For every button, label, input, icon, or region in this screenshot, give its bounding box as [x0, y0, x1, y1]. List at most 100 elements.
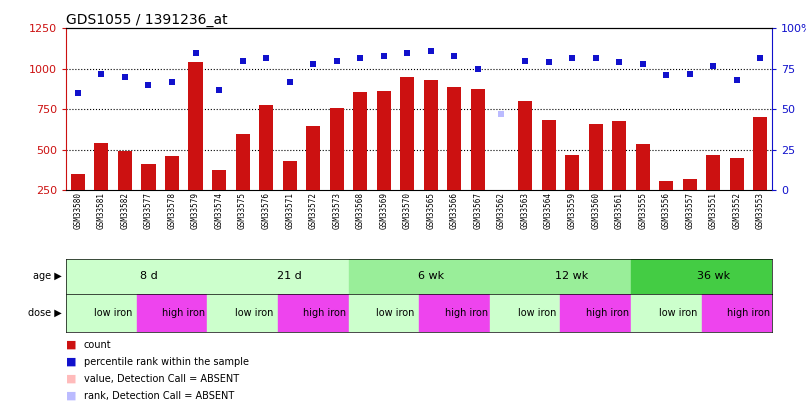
Text: low iron: low iron	[94, 308, 132, 318]
Text: percentile rank within the sample: percentile rank within the sample	[84, 357, 249, 367]
Bar	[71, 174, 85, 190]
Text: 8 d: 8 d	[139, 271, 157, 281]
Text: age ▶: age ▶	[33, 271, 62, 281]
Text: GSM33574: GSM33574	[214, 192, 223, 229]
Text: GSM33579: GSM33579	[191, 192, 200, 229]
Bar	[376, 91, 391, 190]
Point	[330, 58, 343, 64]
Point	[542, 59, 555, 66]
Bar	[348, 259, 490, 294]
Point	[683, 70, 696, 77]
Point	[95, 70, 108, 77]
Point	[425, 48, 438, 54]
Text: high iron: high iron	[162, 308, 206, 318]
Bar	[306, 126, 320, 190]
Bar	[330, 108, 344, 190]
Text: GSM33564: GSM33564	[544, 192, 553, 229]
Point	[636, 61, 649, 67]
Text: GSM33572: GSM33572	[309, 192, 318, 229]
Text: GSM33575: GSM33575	[238, 192, 247, 229]
Text: GSM33569: GSM33569	[380, 192, 388, 229]
Point	[707, 62, 720, 69]
Bar	[207, 294, 278, 332]
Bar	[66, 259, 207, 294]
Bar	[729, 158, 744, 190]
Bar	[94, 143, 109, 190]
Point	[401, 49, 413, 56]
Text: GSM33576: GSM33576	[262, 192, 271, 229]
Text: count: count	[84, 340, 111, 350]
Bar	[419, 294, 490, 332]
Text: GSM33578: GSM33578	[168, 192, 177, 229]
Point	[730, 77, 743, 83]
Point	[142, 82, 155, 88]
Text: GSM33552: GSM33552	[733, 192, 742, 229]
Point	[660, 72, 673, 79]
Point	[589, 54, 602, 61]
Point	[754, 54, 767, 61]
Bar	[165, 156, 179, 190]
Point	[260, 54, 272, 61]
Bar	[447, 87, 462, 190]
Bar	[401, 77, 414, 190]
Point	[354, 54, 367, 61]
Text: GSM33567: GSM33567	[473, 192, 483, 229]
Text: GSM33577: GSM33577	[144, 192, 153, 229]
Bar	[207, 259, 348, 294]
Text: 12 wk: 12 wk	[555, 271, 588, 281]
Text: rank, Detection Call = ABSENT: rank, Detection Call = ABSENT	[84, 391, 234, 401]
Point	[518, 58, 531, 64]
Point	[472, 66, 484, 72]
Text: low iron: low iron	[376, 308, 415, 318]
Text: high iron: high iron	[586, 308, 629, 318]
Bar	[353, 92, 368, 190]
Bar	[141, 164, 156, 190]
Text: GSM33559: GSM33559	[567, 192, 576, 229]
Text: GSM33555: GSM33555	[638, 192, 647, 229]
Bar	[518, 101, 532, 190]
Point	[72, 90, 85, 96]
Text: value, Detection Call = ABSENT: value, Detection Call = ABSENT	[84, 374, 239, 384]
Text: GSM33571: GSM33571	[285, 192, 294, 229]
Point	[118, 74, 131, 80]
Text: GSM33570: GSM33570	[403, 192, 412, 229]
Bar	[754, 117, 767, 190]
Bar	[278, 294, 348, 332]
Bar	[189, 62, 202, 190]
Text: low iron: low iron	[659, 308, 697, 318]
Point	[189, 49, 202, 56]
Bar	[259, 105, 273, 190]
Text: GSM33580: GSM33580	[73, 192, 82, 229]
Bar	[588, 124, 603, 190]
Bar	[706, 155, 721, 190]
Point	[213, 87, 226, 93]
Bar	[560, 294, 631, 332]
Text: GSM33551: GSM33551	[708, 192, 718, 229]
Bar	[471, 89, 485, 190]
Text: GSM33562: GSM33562	[497, 192, 506, 229]
Text: 21 d: 21 d	[277, 271, 302, 281]
Bar	[235, 134, 250, 190]
Text: high iron: high iron	[445, 308, 488, 318]
Text: high iron: high iron	[303, 308, 347, 318]
Bar	[283, 161, 297, 190]
Text: ■: ■	[66, 357, 77, 367]
Point	[165, 79, 178, 85]
Text: GDS1055 / 1391236_at: GDS1055 / 1391236_at	[66, 13, 228, 27]
Text: low iron: low iron	[517, 308, 556, 318]
Text: GSM33565: GSM33565	[426, 192, 435, 229]
Point	[495, 111, 508, 117]
Bar	[631, 294, 701, 332]
Text: GSM33573: GSM33573	[332, 192, 341, 229]
Bar	[490, 259, 631, 294]
Point	[448, 53, 461, 59]
Point	[377, 53, 390, 59]
Bar	[631, 259, 772, 294]
Text: high iron: high iron	[727, 308, 771, 318]
Bar	[118, 151, 132, 190]
Bar	[348, 294, 419, 332]
Bar	[137, 294, 207, 332]
Point	[566, 54, 579, 61]
Text: ■: ■	[66, 340, 77, 350]
Bar	[490, 294, 560, 332]
